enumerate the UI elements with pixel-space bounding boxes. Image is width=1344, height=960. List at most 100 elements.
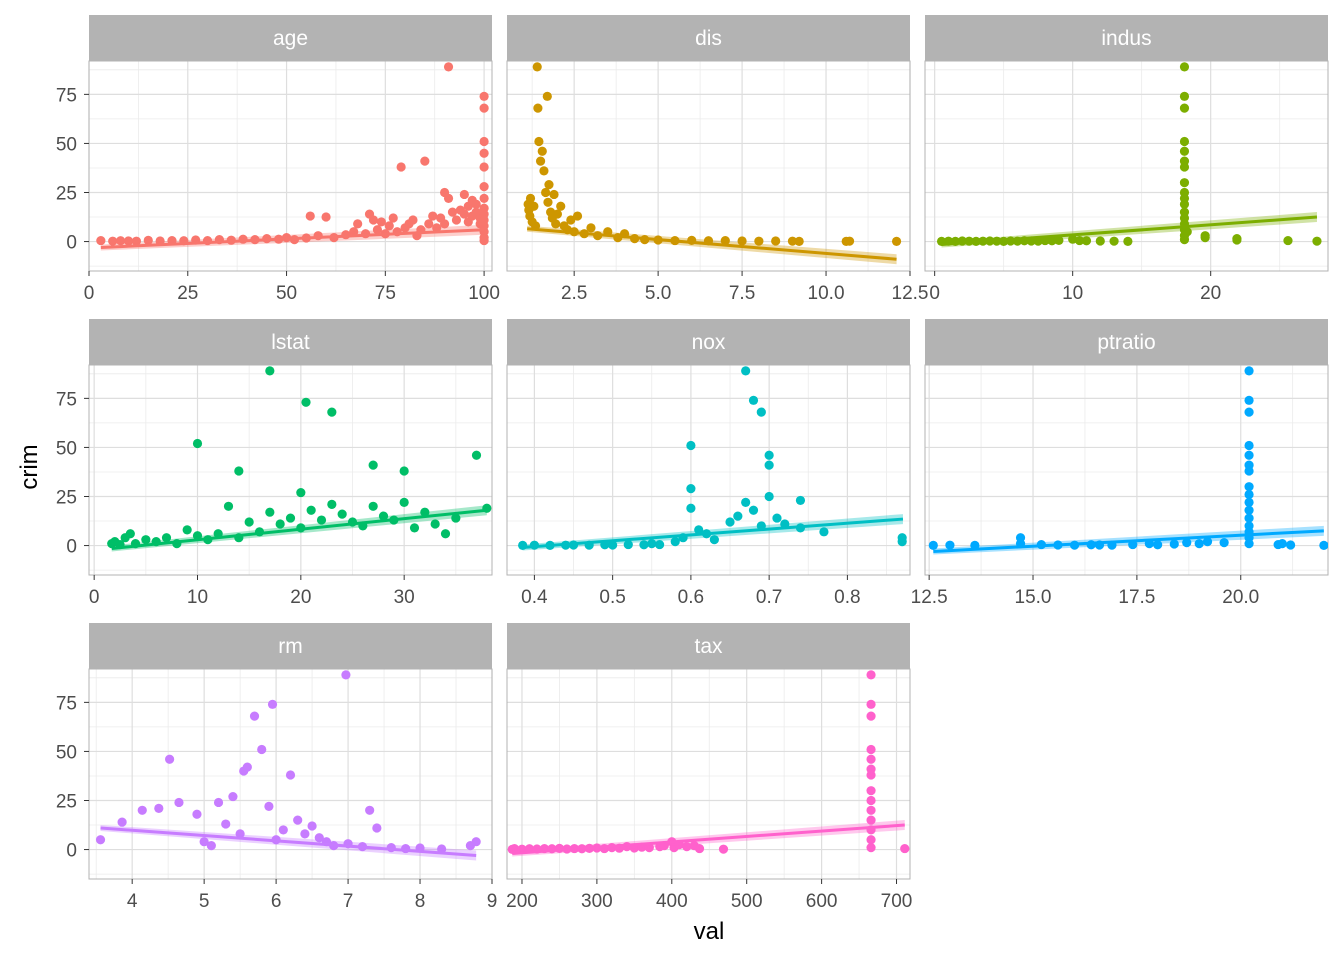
data-point — [1244, 407, 1254, 417]
x-tick-label: 8 — [415, 891, 426, 912]
data-point — [1123, 236, 1133, 246]
x-tick-label: 0.4 — [521, 587, 548, 608]
x-tick-label: 300 — [581, 891, 613, 912]
data-point — [471, 199, 481, 209]
data-point — [213, 797, 224, 808]
data-point — [108, 236, 118, 246]
data-point — [1244, 450, 1254, 460]
x-tick-label: 500 — [731, 891, 763, 912]
data-point — [182, 525, 192, 535]
data-point — [1179, 234, 1190, 245]
data-point — [509, 843, 520, 854]
panel-border — [924, 60, 1329, 272]
data-point — [192, 809, 202, 819]
points-layer — [96, 62, 489, 251]
x-tick-label: 25 — [177, 283, 198, 304]
data-point — [819, 527, 829, 537]
data-point — [116, 236, 126, 246]
data-point — [741, 366, 751, 376]
x-tick-label: 7 — [343, 891, 354, 912]
data-point — [249, 711, 260, 721]
data-point — [1244, 395, 1254, 405]
facet-ptratio: ptratio 12.5 15.0 17.5 20.0 — [911, 319, 1329, 608]
facet-strip-label: lstat — [271, 331, 310, 354]
data-point — [764, 460, 774, 470]
x-tick-label: 2.5 — [561, 283, 587, 304]
data-point — [1179, 62, 1190, 72]
data-point — [296, 487, 306, 498]
x-tick-label: 17.5 — [1118, 587, 1155, 608]
data-point — [928, 540, 938, 550]
data-point — [1244, 513, 1254, 523]
x-tick-label: 10.0 — [808, 283, 845, 304]
data-point — [235, 829, 245, 839]
facet-strip — [925, 319, 1328, 365]
x-tick-label: 12.5 — [892, 283, 929, 304]
data-point — [1194, 538, 1204, 549]
data-point — [228, 791, 238, 802]
facet-age: age 0 25 50 75 0 25 50 75 100 — [56, 15, 500, 304]
y-tick-label: 0 — [66, 233, 77, 254]
data-point — [639, 540, 649, 550]
facet-strip-label: ptratio — [1097, 331, 1155, 354]
data-point — [1200, 231, 1210, 241]
trend-line — [100, 826, 477, 857]
data-point — [365, 805, 375, 815]
data-point — [866, 835, 876, 845]
facet-dis: dis 2.5 5.0 7.5 10.0 12.5 — [506, 15, 929, 304]
data-point — [471, 450, 482, 460]
data-point — [265, 507, 275, 517]
data-point — [293, 815, 303, 825]
data-point — [794, 236, 804, 246]
facet-strip-label: age — [273, 27, 308, 50]
data-point — [305, 211, 315, 221]
data-point — [556, 201, 566, 211]
x-tick-label: 5 — [199, 891, 210, 912]
data-point — [866, 699, 876, 709]
y-tick-label: 0 — [66, 841, 77, 862]
data-point — [866, 786, 876, 796]
data-point — [866, 670, 876, 680]
x-tick-label: 15.0 — [1015, 587, 1052, 608]
data-point — [718, 844, 729, 854]
x-tick-label: 400 — [656, 891, 688, 912]
data-point — [1286, 540, 1296, 550]
data-point — [1074, 235, 1085, 246]
data-point — [123, 236, 134, 246]
panel-border — [924, 364, 1329, 576]
data-point — [1179, 136, 1190, 147]
points-layer — [518, 366, 907, 551]
data-point — [670, 537, 680, 547]
data-point — [349, 227, 359, 237]
data-point — [321, 212, 331, 222]
data-point — [275, 519, 285, 529]
data-point — [353, 219, 363, 229]
data-point — [96, 235, 106, 246]
data-point — [764, 491, 774, 502]
panel-background — [925, 61, 1328, 271]
panel-border — [88, 668, 493, 880]
x-tick-label: 0.5 — [599, 587, 625, 608]
data-point — [532, 62, 542, 72]
data-point — [1179, 162, 1190, 172]
trend-line — [100, 228, 485, 249]
facet-nox: nox 0.4 0.5 0.6 0.7 0.8 — [506, 319, 911, 608]
x-tick-label: 10 — [187, 587, 208, 608]
data-point — [541, 187, 551, 198]
data-point — [327, 499, 337, 509]
data-point — [756, 407, 766, 417]
data-point — [428, 211, 438, 221]
data-point — [420, 507, 430, 517]
data-point — [384, 221, 394, 231]
data-point — [544, 180, 554, 190]
data-point — [372, 823, 382, 833]
x-tick-label: 200 — [506, 891, 538, 912]
x-tick-label: 0.7 — [756, 587, 782, 608]
x-tick-label: 5.0 — [645, 283, 671, 304]
y-tick-label: 50 — [56, 134, 77, 155]
facet-strip-label: tax — [694, 635, 723, 658]
data-point — [267, 699, 278, 709]
points-layer — [507, 670, 910, 857]
data-point — [694, 525, 704, 535]
panel-border — [506, 364, 911, 576]
